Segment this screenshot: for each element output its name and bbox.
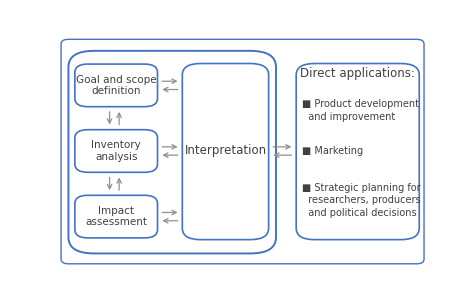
- Text: ■ Marketing: ■ Marketing: [301, 146, 363, 156]
- FancyBboxPatch shape: [182, 63, 269, 239]
- Text: Interpretation: Interpretation: [184, 144, 266, 158]
- Text: ■ Strategic planning for
  researchers, producers
  and political decisions: ■ Strategic planning for researchers, pr…: [301, 183, 420, 218]
- Text: Direct applications:: Direct applications:: [300, 67, 415, 80]
- FancyBboxPatch shape: [296, 63, 419, 239]
- FancyBboxPatch shape: [75, 130, 157, 172]
- Text: Inventory
analysis: Inventory analysis: [91, 140, 141, 162]
- FancyBboxPatch shape: [68, 51, 276, 254]
- FancyBboxPatch shape: [75, 64, 157, 107]
- FancyBboxPatch shape: [61, 39, 424, 264]
- Text: ■ Product development
  and improvement: ■ Product development and improvement: [301, 99, 419, 122]
- Text: Goal and scope
definition: Goal and scope definition: [76, 74, 156, 96]
- Text: Impact
assessment: Impact assessment: [85, 206, 147, 228]
- FancyBboxPatch shape: [75, 195, 157, 238]
